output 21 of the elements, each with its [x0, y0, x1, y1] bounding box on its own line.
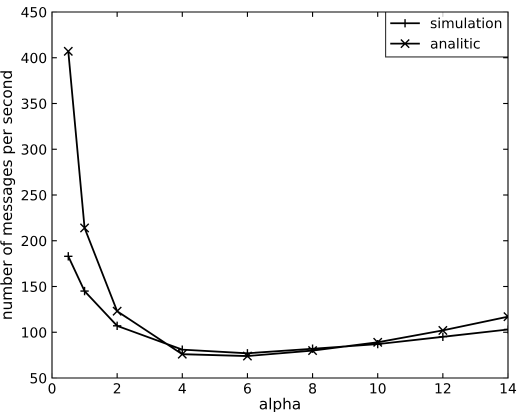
y-tick-label: 450	[21, 6, 46, 18]
x-axis-title: alpha	[260, 398, 300, 412]
legend-label: simulation	[430, 18, 502, 28]
x-tick-label: 12	[436, 383, 450, 394]
y-tick-label: 50	[30, 372, 46, 384]
y-tick-label: 300	[22, 144, 46, 155]
x-tick-label: 14	[500, 383, 516, 394]
x-tick-label: 10	[370, 383, 386, 394]
y-tick-label: 150	[22, 281, 46, 292]
x-tick-label: 6	[244, 383, 251, 394]
x-tick-label: 8	[309, 383, 316, 394]
x-tick-label: 2	[114, 383, 120, 394]
y-tick-label: 100	[22, 327, 46, 338]
x-tick-label: 0	[48, 383, 56, 394]
x-tick-label: 4	[178, 383, 186, 394]
y-tick-label: 200	[22, 236, 46, 246]
y-tick-label: 350	[22, 98, 46, 109]
y-tick-label: 400	[21, 52, 46, 64]
legend-label: analitic	[430, 38, 480, 49]
y-tick-label: 250	[22, 190, 46, 200]
y-axis-title: number of messages per second	[0, 71, 16, 319]
